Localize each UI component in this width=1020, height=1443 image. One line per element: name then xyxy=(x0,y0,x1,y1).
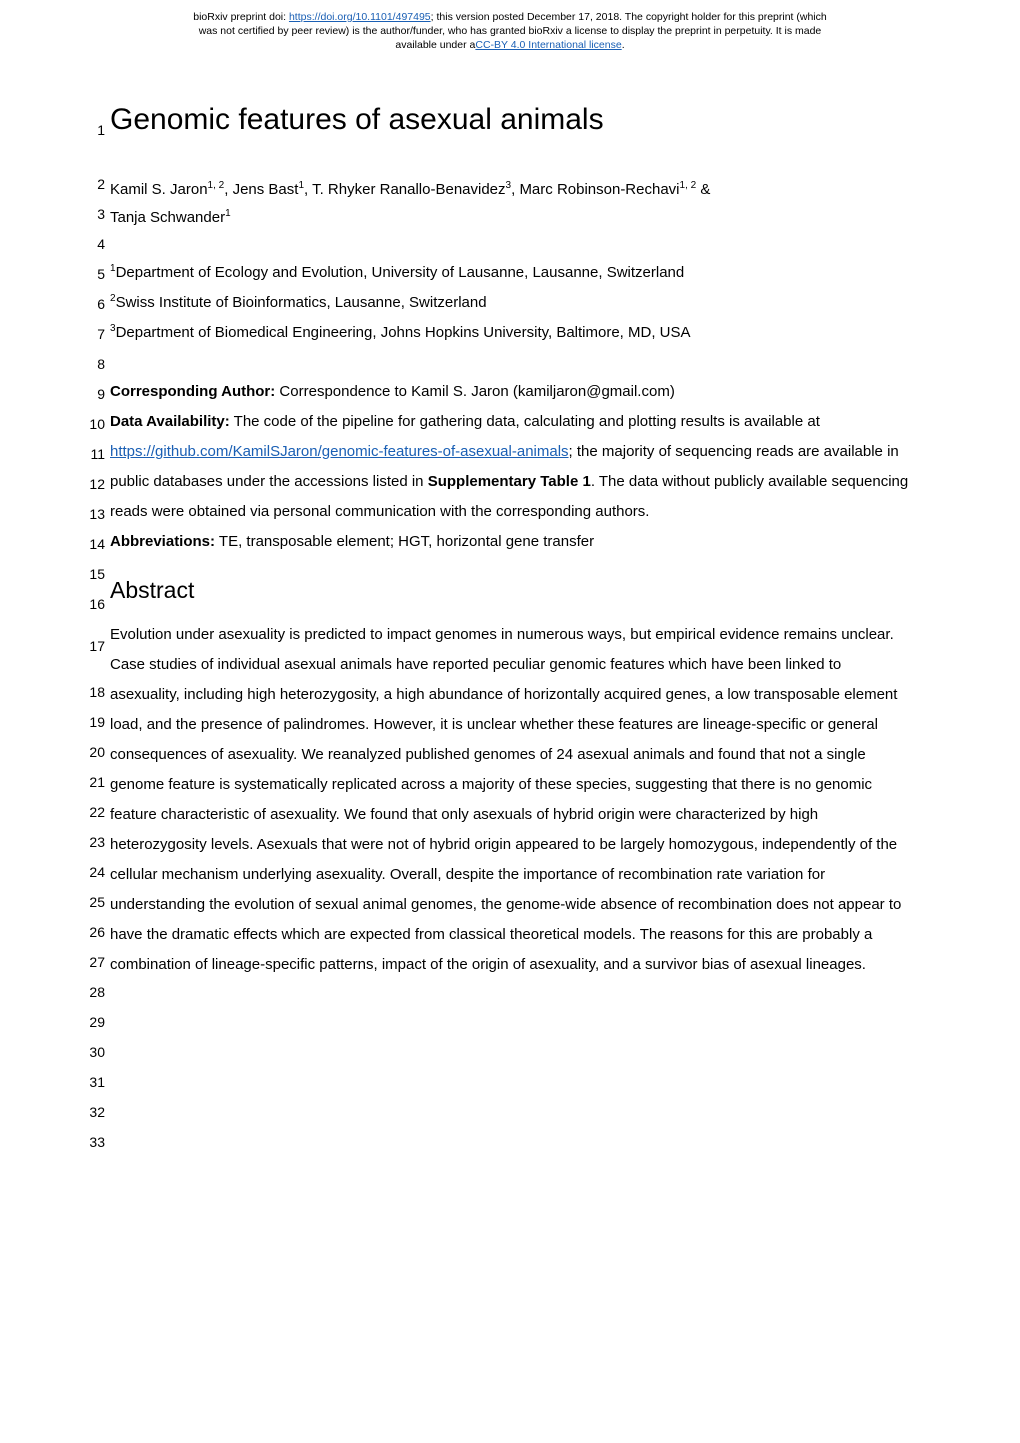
line-number: 23 xyxy=(75,834,105,850)
author-name: T. Rhyker Ranallo-Benavidez xyxy=(312,181,505,198)
abstract-body: Evolution under asexuality is predicted … xyxy=(110,620,910,980)
line-number: 12 xyxy=(75,476,105,492)
author-name: Tanja Schwander xyxy=(110,209,225,226)
line-number: 10 xyxy=(75,416,105,432)
abstract-heading: Abstract xyxy=(110,577,910,604)
affiliation-text: Department of Biomedical Engineering, Jo… xyxy=(116,324,691,341)
line-number: 29 xyxy=(75,1014,105,1030)
page-title: Genomic features of asexual animals xyxy=(110,103,910,137)
line-number: 33 xyxy=(75,1134,105,1150)
affiliation: 3Department of Biomedical Engineering, J… xyxy=(110,318,910,348)
data-availability-text: The code of the pipeline for gathering d… xyxy=(230,413,820,430)
line-number: 14 xyxy=(75,536,105,552)
line-number: 15 xyxy=(75,566,105,582)
line-number: 18 xyxy=(75,684,105,700)
preprint-text: . xyxy=(622,39,625,51)
line-number: 19 xyxy=(75,714,105,730)
line-number: 4 xyxy=(75,236,105,252)
affiliation-text: Swiss Institute of Bioinformatics, Lausa… xyxy=(116,294,487,311)
license-link[interactable]: CC-BY 4.0 International license xyxy=(475,39,621,51)
line-number: 32 xyxy=(75,1104,105,1120)
data-availability-label: Data Availability: xyxy=(110,413,230,430)
line-number: 27 xyxy=(75,954,105,970)
preprint-text: bioRxiv preprint doi: xyxy=(193,11,289,23)
line-number: 6 xyxy=(75,296,105,312)
metadata-block: Corresponding Author: Correspondence to … xyxy=(110,377,910,557)
preprint-text: available under a xyxy=(395,39,475,51)
affiliation: 2Swiss Institute of Bioinformatics, Laus… xyxy=(110,288,910,318)
author-name: Kamil S. Jaron xyxy=(110,181,208,198)
author-affiliation-ref: 1, 2 xyxy=(208,180,225,191)
corresponding-author-text: Correspondence to Kamil S. Jaron (kamilj… xyxy=(275,383,675,400)
github-link[interactable]: https://github.com/KamilSJaron/genomic-f… xyxy=(110,443,569,460)
authors-block: Kamil S. Jaron1, 2, Jens Bast1, T. Rhyke… xyxy=(110,176,910,233)
author-affiliation-ref: 1, 2 xyxy=(680,180,697,191)
author-name: Marc Robinson-Rechavi xyxy=(519,181,679,198)
affiliation-text: Department of Ecology and Evolution, Uni… xyxy=(116,264,685,281)
preprint-text: was not certified by peer review) is the… xyxy=(199,25,822,37)
affiliations-block: 1Department of Ecology and Evolution, Un… xyxy=(110,258,910,348)
corresponding-author-label: Corresponding Author: xyxy=(110,383,275,400)
line-number: 16 xyxy=(75,596,105,612)
abbreviations-text: TE, transposable element; HGT, horizonta… xyxy=(215,533,594,550)
abbreviations-label: Abbreviations: xyxy=(110,533,215,550)
line-number: 2 xyxy=(75,176,105,192)
author-name: Jens Bast xyxy=(233,181,299,198)
line-number: 17 xyxy=(75,638,105,654)
line-numbers-gutter: 1 2 3 4 5 6 7 8 9 10 11 12 13 14 15 16 1… xyxy=(75,122,105,1166)
line-number: 21 xyxy=(75,774,105,790)
page-content: Genomic features of asexual animals Kami… xyxy=(0,59,1020,980)
line-number: 5 xyxy=(75,266,105,282)
line-number: 30 xyxy=(75,1044,105,1060)
line-number: 3 xyxy=(75,206,105,222)
line-number: 26 xyxy=(75,924,105,940)
line-number: 22 xyxy=(75,804,105,820)
line-number: 13 xyxy=(75,506,105,522)
preprint-text: ; this version posted December 17, 2018.… xyxy=(431,11,827,23)
line-number: 31 xyxy=(75,1074,105,1090)
doi-link[interactable]: https://doi.org/10.1101/497495 xyxy=(289,11,431,23)
line-number: 7 xyxy=(75,326,105,342)
line-number: 20 xyxy=(75,744,105,760)
affiliation: 1Department of Ecology and Evolution, Un… xyxy=(110,258,910,288)
supplementary-table-ref: Supplementary Table 1 xyxy=(428,473,591,490)
line-number: 25 xyxy=(75,894,105,910)
line-number: 9 xyxy=(75,386,105,402)
line-number: 8 xyxy=(75,356,105,372)
author-affiliation-ref: 1 xyxy=(225,208,231,219)
line-number: 11 xyxy=(75,446,105,462)
line-number: 28 xyxy=(75,984,105,1000)
preprint-notice: bioRxiv preprint doi: https://doi.org/10… xyxy=(0,0,1020,59)
line-number: 1 xyxy=(75,122,105,138)
line-number: 24 xyxy=(75,864,105,880)
